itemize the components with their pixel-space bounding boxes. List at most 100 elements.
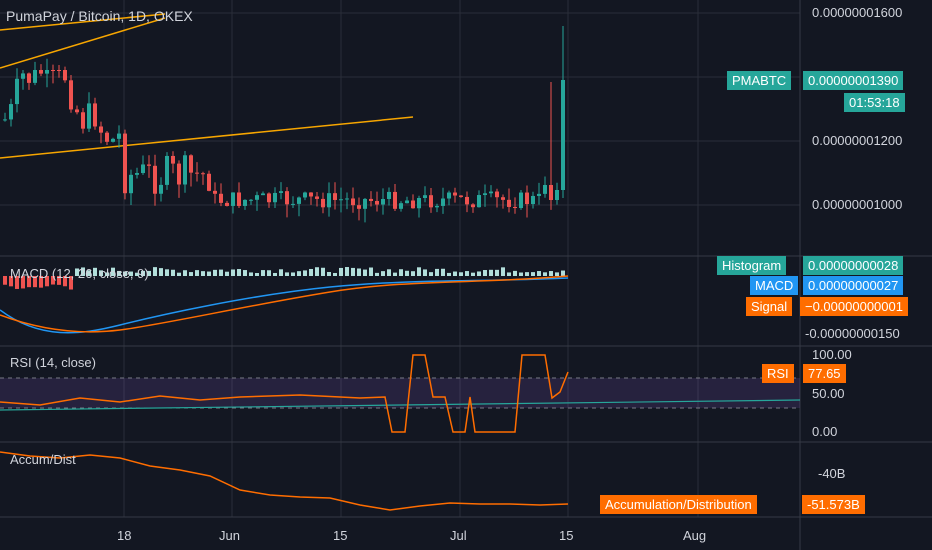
last-price-tag: 0.00000001390 xyxy=(803,71,904,90)
candle-body xyxy=(555,190,559,200)
rsi-line xyxy=(0,354,569,433)
candle-body xyxy=(417,198,421,209)
histogram-bar xyxy=(3,276,7,285)
histogram-bar xyxy=(477,271,481,276)
histogram-bar xyxy=(33,276,37,288)
candle-body xyxy=(21,73,25,79)
histogram-bar xyxy=(51,276,55,285)
histogram-bar xyxy=(381,271,385,276)
candle-body xyxy=(327,193,331,208)
candle-body xyxy=(33,70,37,83)
histogram-bar xyxy=(213,269,217,276)
histogram-bar xyxy=(531,272,535,276)
histogram-bar xyxy=(75,268,79,276)
candle-body xyxy=(519,192,523,209)
candle-body xyxy=(225,202,229,206)
rsi-band xyxy=(0,378,800,408)
candle-body xyxy=(183,155,187,185)
candle-body xyxy=(507,199,511,207)
macd-title[interactable]: MACD (12, 26, close, 9) xyxy=(10,266,149,281)
candle-body xyxy=(513,206,517,209)
candle-body xyxy=(549,185,553,200)
trend-lines[interactable] xyxy=(0,13,414,159)
histogram-bar xyxy=(57,276,61,285)
histogram-bar xyxy=(39,276,43,288)
histogram-bar xyxy=(45,276,49,287)
histogram-bar xyxy=(159,268,163,276)
accum-tag-label: Accumulation/Distribution xyxy=(600,495,757,514)
histogram-bar xyxy=(537,271,541,276)
histogram-bar xyxy=(543,272,547,276)
candle-body xyxy=(321,198,325,208)
histogram-bar xyxy=(513,270,517,276)
candle-body xyxy=(525,192,529,205)
histogram-bar xyxy=(327,271,331,276)
candle-body xyxy=(315,196,319,199)
histogram-bar xyxy=(369,267,373,276)
chart-title[interactable]: PumaPay / Bitcoin, 1D, OKEX xyxy=(6,8,193,24)
candle-body xyxy=(195,172,199,174)
rsi-axis-label: 100.00 xyxy=(812,347,852,362)
candle-body xyxy=(123,133,127,194)
candle-body xyxy=(219,193,223,203)
histogram-bar xyxy=(81,267,85,276)
macd-axis-label: -0.00000000150 xyxy=(805,326,900,341)
candle-body xyxy=(129,174,133,194)
histogram-bar xyxy=(447,272,451,276)
symbol-tag: PMABTC xyxy=(727,71,792,90)
histogram-bar xyxy=(69,276,73,290)
candle-body xyxy=(369,198,373,201)
rsi-pane xyxy=(0,354,801,433)
candle-body xyxy=(501,197,505,200)
candle-body xyxy=(441,198,445,206)
macd-pane xyxy=(0,267,569,334)
candle-body xyxy=(465,196,469,205)
trend-line xyxy=(0,13,166,31)
histogram-bar xyxy=(345,267,349,276)
candle-body xyxy=(423,195,427,199)
candle-body xyxy=(75,109,79,113)
candle-body xyxy=(477,195,481,208)
candle-body xyxy=(141,164,145,174)
histogram-bar xyxy=(231,269,235,276)
candle-body xyxy=(177,163,181,185)
histogram-bar xyxy=(255,272,259,276)
candle-body xyxy=(543,185,547,194)
accum-title[interactable]: Accum/Dist xyxy=(10,452,76,467)
accum-axis-label: -40B xyxy=(818,466,846,481)
candle-body xyxy=(285,191,289,205)
candle-body xyxy=(243,199,247,206)
signal-label: Signal xyxy=(746,297,793,316)
macd-line xyxy=(0,277,569,334)
histogram-bar xyxy=(411,271,415,276)
candle-body xyxy=(117,133,121,139)
histogram-bar xyxy=(423,269,427,276)
rsi-ma-line xyxy=(0,399,801,411)
histogram-bar xyxy=(333,272,337,276)
histogram-bar xyxy=(429,272,433,276)
candle-body xyxy=(291,203,295,205)
candle-body xyxy=(411,200,415,209)
time-axis-label: Jul xyxy=(450,528,467,543)
candle-body xyxy=(261,193,265,196)
histogram-bar xyxy=(21,276,25,289)
candle-body xyxy=(255,195,259,200)
price-axis-label: 0.00000001000 xyxy=(812,197,903,212)
accum-dist-line xyxy=(0,451,569,511)
histogram-bar xyxy=(483,270,487,276)
histogram-bar xyxy=(393,272,397,276)
candle-body xyxy=(333,193,337,200)
time-axis-label: Jun xyxy=(219,528,240,543)
rsi-title[interactable]: RSI (14, close) xyxy=(10,355,96,370)
candle-body xyxy=(165,155,169,185)
candle-body xyxy=(171,155,175,164)
candle-body xyxy=(357,205,361,209)
histogram-bar xyxy=(495,269,499,276)
trend-line xyxy=(0,116,414,159)
candle-body xyxy=(213,190,217,194)
histogram-bar xyxy=(9,276,13,287)
candle-body xyxy=(63,70,67,81)
candle-body xyxy=(303,192,307,198)
histogram-bar xyxy=(129,271,133,276)
